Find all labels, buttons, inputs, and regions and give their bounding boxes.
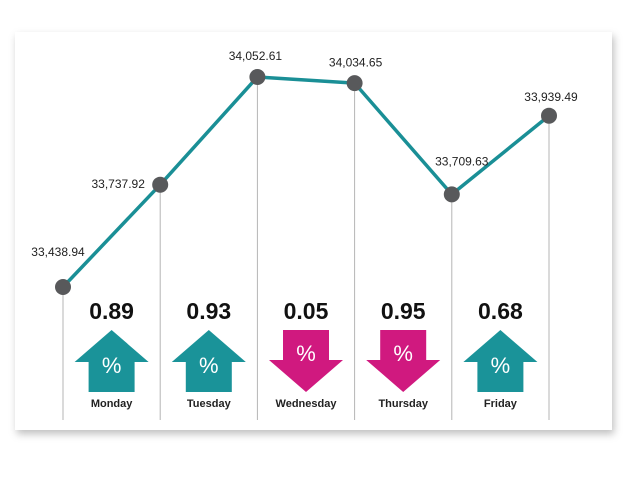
percent-symbol: %: [199, 353, 219, 378]
price-line: [61, 75, 551, 289]
change-value: 0.93: [186, 298, 231, 324]
change-arrow: [366, 330, 441, 392]
change-value: 0.05: [284, 298, 329, 324]
change-value: 0.68: [478, 298, 523, 324]
change-value: 0.89: [89, 298, 134, 324]
point: [152, 176, 169, 193]
point: [346, 75, 363, 92]
value-label: 33,709.63: [435, 155, 489, 169]
change-arrow: [74, 330, 149, 392]
percent-symbol: %: [296, 341, 316, 366]
value-label: 33,737.92: [92, 177, 146, 191]
percent-symbol: %: [491, 353, 511, 378]
percent-symbol: %: [102, 353, 122, 378]
point: [443, 186, 460, 203]
point: [55, 279, 71, 295]
change-arrow: [269, 330, 343, 392]
percent-symbol: %: [393, 341, 413, 366]
day-label: Tuesday: [187, 398, 232, 410]
value-label: 33,939.49: [524, 90, 578, 104]
day-label: Thursday: [378, 398, 428, 410]
change-arrow: [171, 330, 246, 392]
value-label: 34,034.65: [329, 55, 383, 69]
day-label: Wednesday: [276, 398, 338, 410]
day-label: Monday: [91, 398, 133, 410]
point: [541, 107, 557, 124]
value-label: 33,438.94: [31, 245, 85, 259]
change-arrow: [463, 330, 538, 392]
change-value: 0.95: [381, 298, 426, 324]
value-label: 34,052.61: [229, 49, 283, 63]
day-label: Friday: [484, 398, 518, 410]
point: [249, 69, 266, 85]
